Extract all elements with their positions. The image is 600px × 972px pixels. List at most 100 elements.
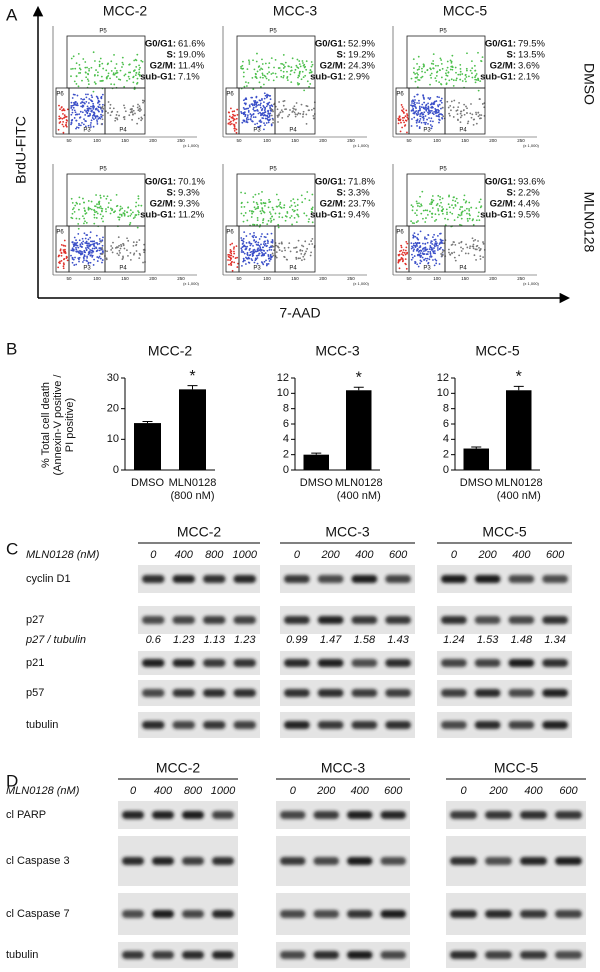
event-dot bbox=[82, 123, 85, 126]
event-dot bbox=[452, 207, 455, 209]
event-dot bbox=[301, 244, 303, 247]
event-dot bbox=[63, 109, 66, 112]
event-dot bbox=[430, 248, 433, 251]
event-dot bbox=[93, 216, 96, 219]
event-dot bbox=[448, 114, 451, 117]
event-dot bbox=[123, 214, 126, 217]
event-dot bbox=[71, 208, 74, 211]
event-dot bbox=[260, 261, 263, 263]
event-dot bbox=[470, 206, 473, 209]
event-dot bbox=[243, 231, 246, 233]
event-dot bbox=[123, 104, 125, 107]
bar bbox=[506, 390, 532, 470]
event-dot bbox=[133, 70, 135, 73]
event-dot bbox=[270, 73, 273, 75]
event-dot bbox=[262, 83, 265, 86]
event-dot bbox=[428, 117, 430, 119]
event-dot bbox=[422, 117, 425, 120]
event-dot bbox=[416, 254, 419, 256]
event-dot bbox=[102, 107, 105, 110]
event-dot bbox=[431, 207, 434, 209]
event-dot bbox=[429, 120, 432, 123]
gate-label: P6 bbox=[56, 230, 64, 236]
event-dot bbox=[254, 123, 256, 126]
event-dot bbox=[257, 241, 260, 244]
event-dot bbox=[428, 258, 431, 261]
event-dot bbox=[138, 105, 141, 108]
stat-value: 23.7% bbox=[348, 199, 375, 210]
event-dot bbox=[417, 220, 419, 222]
event-dot bbox=[271, 215, 274, 218]
event-dot bbox=[293, 71, 296, 74]
blot-band bbox=[508, 721, 535, 729]
event-dot bbox=[101, 207, 104, 210]
event-dot bbox=[98, 110, 100, 113]
event-dot bbox=[275, 244, 278, 247]
event-dot bbox=[248, 59, 250, 62]
event-dot bbox=[270, 256, 273, 259]
event-dot bbox=[413, 248, 415, 251]
blot-band bbox=[313, 910, 339, 918]
event-dot bbox=[301, 249, 304, 252]
event-dot bbox=[290, 69, 293, 72]
event-dot bbox=[297, 83, 300, 86]
event-dot bbox=[78, 124, 81, 127]
event-dot bbox=[264, 94, 267, 97]
event-dot bbox=[242, 99, 245, 102]
event-dot bbox=[438, 213, 440, 216]
event-dot bbox=[420, 254, 422, 257]
event-dot bbox=[132, 75, 135, 78]
event-dot bbox=[138, 73, 141, 76]
event-dot bbox=[92, 250, 95, 253]
event-dot bbox=[419, 249, 422, 252]
event-dot bbox=[451, 252, 453, 255]
event-dot bbox=[118, 216, 121, 219]
event-dot bbox=[478, 114, 481, 116]
event-dot bbox=[468, 201, 471, 204]
event-dot bbox=[248, 105, 251, 108]
event-dot bbox=[93, 118, 95, 121]
dose: 800 bbox=[205, 549, 224, 561]
event-dot bbox=[105, 69, 108, 72]
event-dot bbox=[119, 247, 122, 250]
gate bbox=[444, 225, 486, 273]
event-dot bbox=[257, 103, 260, 106]
event-dot bbox=[75, 217, 78, 220]
event-dot bbox=[97, 256, 100, 259]
event-dot bbox=[312, 114, 315, 117]
event-dot bbox=[302, 255, 305, 258]
event-dot bbox=[101, 259, 104, 261]
event-dot bbox=[478, 219, 481, 222]
event-dot bbox=[242, 260, 245, 263]
event-dot bbox=[99, 57, 102, 60]
stat-label: S: bbox=[337, 50, 347, 61]
event-dot bbox=[118, 244, 120, 247]
event-dot bbox=[450, 244, 453, 246]
event-dot bbox=[425, 253, 428, 256]
event-dot bbox=[397, 254, 400, 257]
dose: 400 bbox=[524, 785, 543, 797]
event-dot bbox=[454, 243, 457, 246]
event-dot bbox=[248, 254, 251, 257]
event-dot bbox=[429, 252, 432, 255]
blot-band bbox=[212, 811, 234, 819]
event-dot bbox=[414, 99, 416, 101]
plot-unit: (x 1,000) bbox=[183, 281, 199, 286]
y-tick-label: 30 bbox=[107, 372, 119, 384]
event-dot bbox=[130, 110, 133, 113]
dose: 200 bbox=[316, 785, 336, 797]
event-dot bbox=[457, 73, 460, 76]
gate-label: P4 bbox=[289, 266, 297, 272]
event-dot bbox=[91, 117, 94, 119]
event-dot bbox=[472, 223, 475, 226]
event-dot bbox=[85, 76, 88, 79]
event-dot bbox=[433, 247, 435, 249]
event-dot bbox=[403, 112, 405, 114]
event-dot bbox=[460, 213, 463, 216]
event-dot bbox=[429, 103, 432, 106]
event-dot bbox=[93, 258, 95, 261]
blot-band bbox=[233, 616, 256, 624]
event-dot bbox=[293, 111, 296, 114]
event-dot bbox=[112, 73, 115, 76]
